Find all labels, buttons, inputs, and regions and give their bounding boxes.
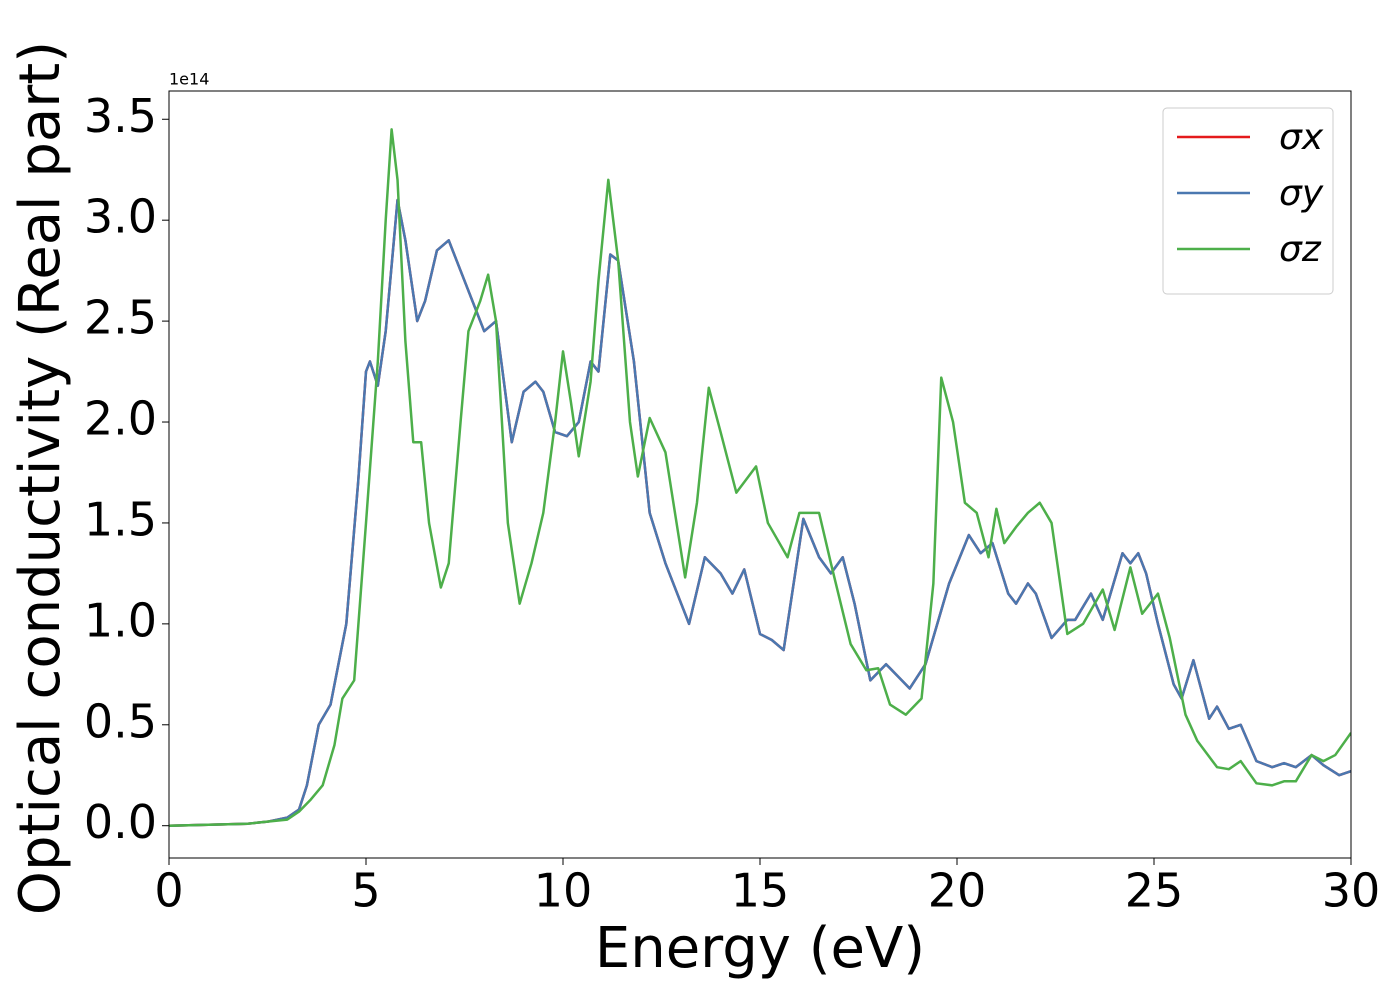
y-tick-label: 1.5	[84, 492, 157, 546]
y-tick-label: 3.5	[84, 89, 157, 143]
legend-label: σx	[1279, 117, 1324, 158]
plot-frame	[168, 90, 1352, 859]
x-tick-label: 30	[1322, 864, 1381, 918]
x-tick-label: 0	[154, 864, 183, 918]
x-tick-label: 10	[534, 864, 593, 918]
x-tick-label: 5	[351, 864, 380, 918]
x-tick-label: 20	[928, 864, 987, 918]
y-axis-label: Optical conductivity (Real part)	[8, 41, 73, 915]
x-tick-label: 25	[1125, 864, 1184, 918]
x-axis-label: Energy (eV)	[595, 916, 925, 981]
legend-label: σy	[1279, 173, 1324, 214]
y-tick-label: 2.0	[84, 392, 157, 446]
legend-box	[1162, 107, 1334, 295]
x-tick-label: 15	[731, 864, 790, 918]
y-offset-label: 1e14	[169, 70, 209, 89]
y-tick-label: 0.5	[84, 694, 157, 748]
series-line	[169, 128, 1351, 827]
series-line	[169, 198, 1351, 827]
y-tick-label: 2.5	[84, 291, 157, 345]
y-tick-label: 0.0	[84, 795, 157, 849]
y-tick-label: 3.0	[84, 190, 157, 244]
y-tick-label: 1.0	[84, 593, 157, 647]
legend-label: σz	[1279, 229, 1322, 270]
